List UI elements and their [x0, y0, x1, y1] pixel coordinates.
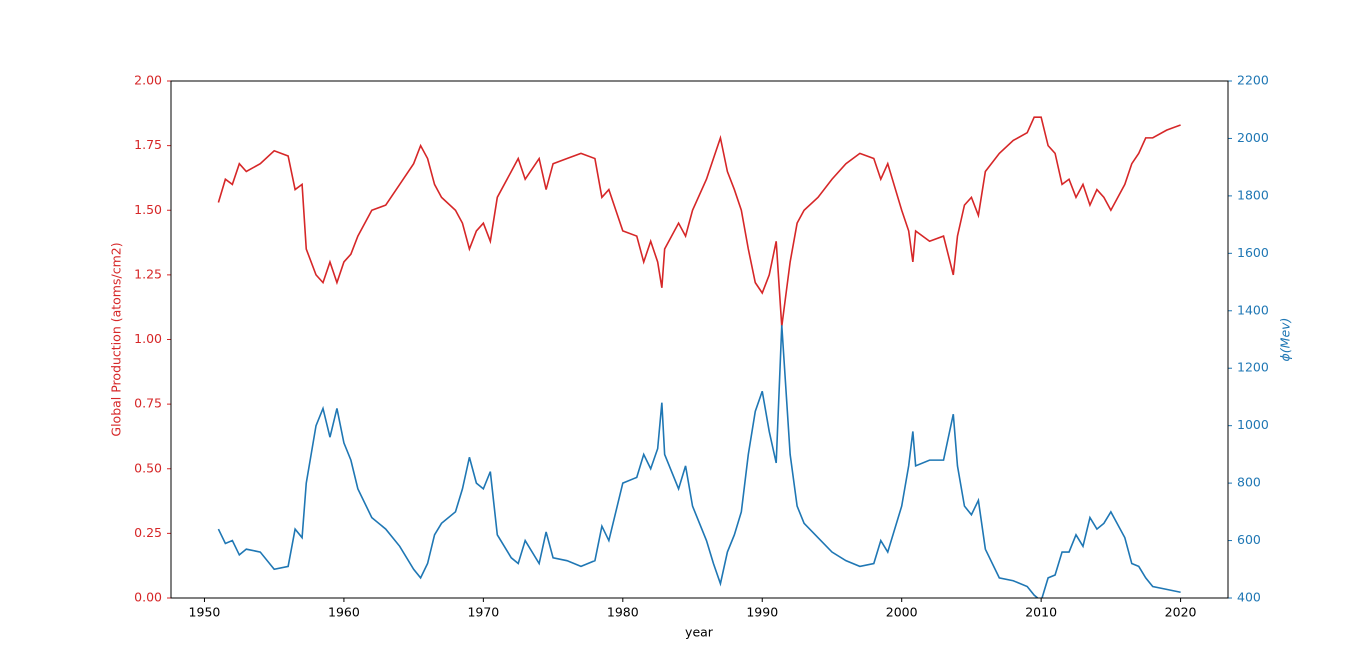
x-tick-label: 1950: [189, 605, 221, 620]
y2-tick-label: 1000: [1237, 417, 1269, 432]
y-tick-label: 0.50: [134, 460, 162, 475]
y2-tick-label: 1400: [1237, 302, 1269, 317]
y-axis-label: Global Production (atoms/cm2): [109, 242, 124, 436]
y-tick-label: 1.00: [134, 331, 162, 346]
y2-tick-label: 1600: [1237, 245, 1269, 260]
plot-frame: [170, 80, 1229, 599]
y-tick-label: 1.75: [134, 137, 162, 152]
x-tick-label: 2010: [1025, 605, 1057, 620]
y2-axis-label: ϕ(Mev): [1278, 318, 1293, 362]
x-axis-label: year: [685, 625, 714, 640]
y2-tick-label: 400: [1237, 590, 1261, 605]
x-tick-label: 1970: [467, 605, 499, 620]
y2-tick-label: 2200: [1237, 73, 1269, 88]
x-tick-label: 1990: [746, 605, 778, 620]
x-tick-label: 2020: [1165, 605, 1197, 620]
y2-tick-label: 1800: [1237, 187, 1269, 202]
y2-tick-label: 1200: [1237, 360, 1269, 375]
series-line: [217, 325, 1181, 598]
y-tick-label: 0.75: [134, 396, 162, 411]
y-tick-label: 2.00: [134, 73, 162, 88]
x-tick-label: 2000: [886, 605, 918, 620]
y-tick-label: 0.25: [134, 525, 162, 540]
x-tick-label: 1960: [328, 605, 360, 620]
y2-tick-label: 800: [1237, 475, 1261, 490]
y2-tick-label: 2000: [1237, 130, 1269, 145]
y-tick-label: 1.25: [134, 266, 162, 281]
series-line: [217, 116, 1181, 327]
y-tick-label: 0.00: [134, 590, 162, 605]
x-tick-label: 1980: [607, 605, 639, 620]
y-tick-label: 1.50: [134, 202, 162, 217]
y2-tick-label: 600: [1237, 532, 1261, 547]
